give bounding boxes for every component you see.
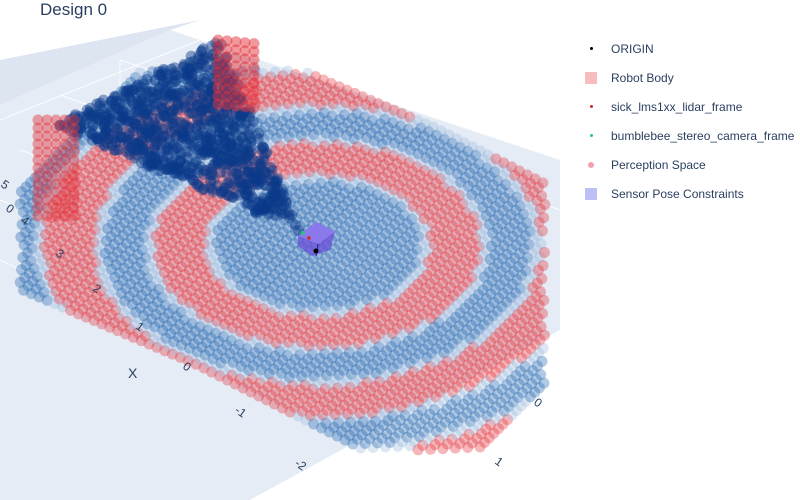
legend-item[interactable]: bumblebee_stereo_camera_frame	[580, 121, 798, 150]
cloud-point	[272, 176, 283, 187]
cloud-point	[174, 165, 185, 176]
legend-label: Perception Space	[611, 158, 706, 172]
legend-label: Robot Body	[611, 71, 674, 85]
y-tick-label: 1	[492, 454, 506, 469]
cloud-point	[146, 159, 157, 170]
cloud-point	[198, 183, 209, 194]
cloud-point	[192, 114, 203, 125]
cloud-point	[105, 106, 116, 117]
legend-item[interactable]: ORIGIN	[580, 34, 798, 63]
cloud-point	[178, 132, 189, 143]
cloud-point	[538, 260, 549, 271]
cloud-point	[136, 119, 147, 130]
cloud-point	[170, 74, 181, 85]
cloud-point	[179, 118, 190, 129]
cloud-point	[90, 110, 101, 121]
cloud-point	[539, 330, 550, 341]
legend-swatch-icon	[580, 155, 602, 175]
legend-label: ORIGIN	[611, 42, 654, 56]
x-axis-title: X	[128, 365, 138, 381]
cloud-point	[201, 165, 212, 176]
cloud-point	[256, 161, 267, 172]
cloud-point	[161, 76, 172, 87]
cloud-point	[188, 175, 199, 186]
cloud-point	[286, 210, 297, 221]
cloud-point	[87, 129, 98, 140]
cloud-point	[207, 117, 218, 128]
cloud-point	[228, 124, 239, 135]
cloud-point	[538, 212, 549, 223]
cloud-point	[150, 140, 161, 151]
cloud-point	[539, 378, 550, 389]
origin-marker[interactable]	[314, 249, 319, 254]
scatter-3d-scene[interactable]: 43210-1-2 01 50 X	[0, 0, 560, 500]
cloud-point	[538, 295, 549, 306]
legend-item[interactable]: Robot Body	[580, 63, 798, 92]
cloud-point	[539, 199, 550, 210]
legend-label: bumblebee_stereo_camera_frame	[611, 129, 794, 143]
cloud-point	[248, 116, 259, 127]
legend-swatch-icon	[580, 126, 602, 146]
cloud-point	[215, 138, 226, 149]
cloud-point	[538, 343, 549, 354]
cloud-point	[241, 138, 252, 149]
legend-label: Sensor Pose Constraints	[611, 187, 744, 201]
camera-frame-marker[interactable]	[301, 231, 305, 235]
cloud-point	[231, 167, 242, 178]
cloud-point	[193, 130, 204, 141]
cloud-point	[167, 89, 178, 100]
cloud-point	[255, 204, 266, 215]
legend-swatch-icon	[580, 39, 602, 59]
cloud-point	[184, 67, 195, 78]
cloud-point	[205, 129, 216, 140]
cloud-point	[176, 147, 187, 158]
cloud-point	[179, 103, 190, 114]
cloud-point	[120, 95, 131, 106]
cloud-point	[216, 188, 227, 199]
cloud-point	[272, 206, 283, 217]
cloud-point	[196, 46, 207, 57]
cloud-point	[159, 110, 170, 121]
cloud-point	[537, 225, 548, 236]
legend: ORIGIN Robot Body sick_lms1xx_lidar_frameb…	[580, 34, 798, 208]
cloud-point	[69, 211, 80, 222]
cloud-point	[234, 149, 245, 160]
lidar-frame-marker[interactable]	[307, 236, 311, 240]
cloud-point	[134, 104, 145, 115]
cloud-point	[273, 194, 284, 205]
legend-item[interactable]: sick_lms1xx_lidar_frame	[580, 92, 798, 121]
cloud-point	[132, 79, 143, 90]
cloud-point	[536, 273, 547, 284]
cloud-point	[255, 171, 266, 182]
cloud-point	[537, 308, 548, 319]
cloud-point	[537, 177, 548, 188]
cloud-point	[124, 145, 135, 156]
legend-swatch-icon	[580, 68, 602, 88]
cloud-point	[122, 135, 133, 146]
cloud-point	[260, 148, 271, 159]
legend-item[interactable]: Perception Space	[580, 150, 798, 179]
cloud-point	[201, 98, 212, 109]
cloud-point	[105, 129, 116, 140]
cloud-point	[240, 189, 251, 200]
cloud-point	[227, 191, 238, 202]
legend-swatch-icon	[580, 97, 602, 117]
cloud-point	[244, 149, 255, 160]
cloud-point	[120, 115, 131, 126]
cloud-point	[213, 156, 224, 167]
legend-item[interactable]: Sensor Pose Constraints	[580, 179, 798, 208]
cloud-point	[194, 144, 205, 155]
cloud-point	[161, 163, 172, 174]
cloud-point	[147, 123, 158, 134]
cloud-point	[249, 102, 260, 113]
cloud-point	[537, 356, 548, 367]
cloud-point	[539, 247, 550, 258]
legend-label: sick_lms1xx_lidar_frame	[611, 100, 742, 114]
legend-swatch-icon	[580, 184, 602, 204]
cloud-point	[224, 177, 235, 188]
